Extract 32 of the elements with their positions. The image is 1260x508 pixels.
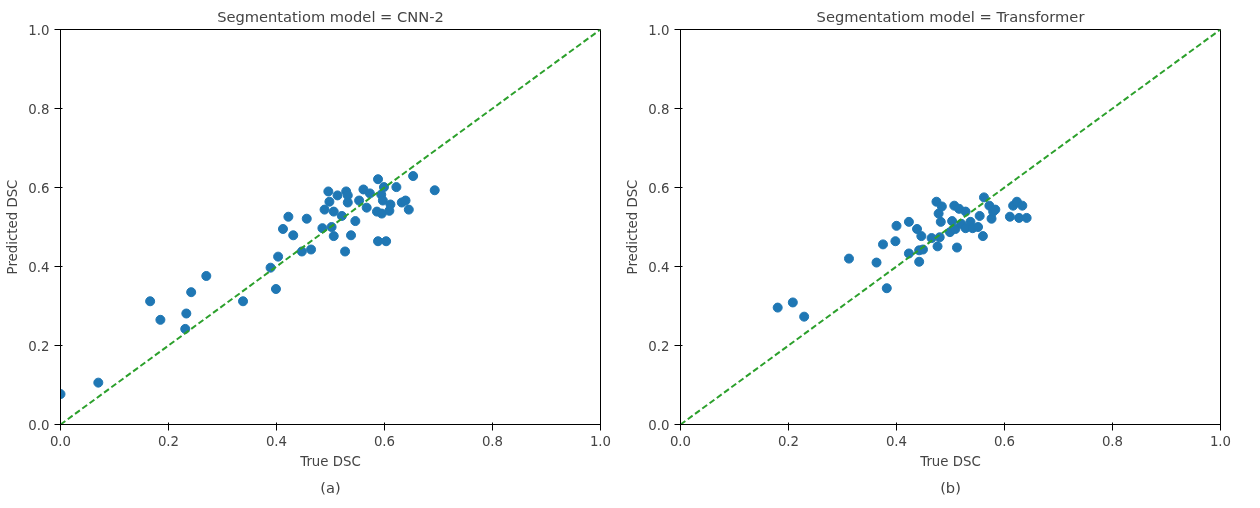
y-tick-label: 0.6 [648,180,670,196]
x-tick-label: 1.0 [1209,433,1232,449]
x-axis-title: True DSC [919,453,981,469]
x-tick-label: 0.6 [373,433,396,449]
x-tick-label: 0.4 [885,433,908,449]
text: (b) [940,478,961,496]
x-tick-label: 0.2 [777,433,800,449]
chart-title: Segmentatiom model = Transformer [816,7,1086,25]
x-tick-label: 0.0 [49,433,72,449]
y-tick-label: 0.0 [28,417,50,433]
x-tick-label: 0.2 [157,433,180,449]
y-tick-label: 0.8 [648,101,670,117]
x-tick-label: 0.4 [265,433,288,449]
x-tick-label: 0.8 [1101,433,1124,449]
x-tick-label: 0.6 [993,433,1016,449]
y-tick-label: 0.2 [648,338,670,354]
x-axis-title: True DSC [299,453,361,469]
y-tick-label: 0.0 [648,417,670,433]
y-tick-label: 1.0 [648,22,670,38]
y-tick-label: 0.4 [648,259,670,275]
x-tick-label: 0.0 [669,433,692,449]
text: (a) [320,478,341,496]
y-axis-title: Predicted DSC [5,179,21,275]
y-tick-label: 1.0 [28,22,50,38]
y-tick-label: 0.6 [28,180,50,196]
x-tick-label: 0.8 [481,433,504,449]
y-axis-title: Predicted DSC [625,179,641,275]
y-tick-label: 0.8 [28,101,50,117]
x-tick-label: 1.0 [589,433,612,449]
y-tick-label: 0.4 [28,259,50,275]
y-tick-label: 0.2 [28,338,50,354]
chart-title: Segmentatiom model = CNN-2 [217,7,444,25]
